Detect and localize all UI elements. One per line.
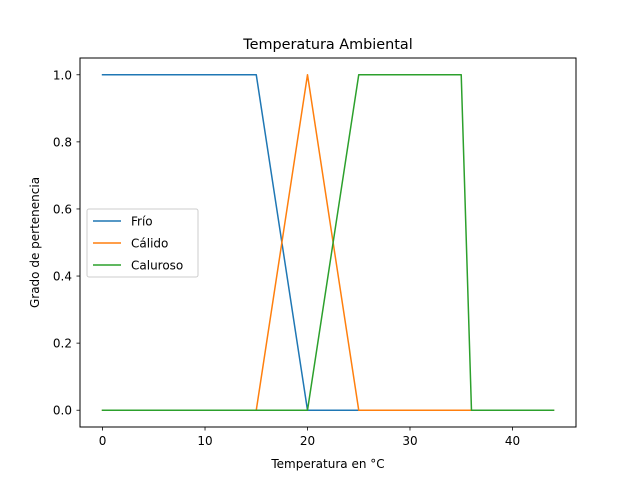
x-axis-label: Temperatura en °C <box>270 457 384 471</box>
chart-title: Temperatura Ambiental <box>242 37 412 53</box>
legend: Frío Cálido Caluroso <box>86 208 199 278</box>
series-line-2 <box>101 74 555 411</box>
x-tick-label: 30 <box>402 434 417 448</box>
legend-box <box>86 208 199 278</box>
plot-area <box>101 74 555 411</box>
plot-frame <box>79 57 577 428</box>
x-tick-label: 0 <box>99 434 107 448</box>
y-tick-label: 1.0 <box>53 68 72 82</box>
y-tick-label: 0.0 <box>53 404 72 418</box>
x-tick-label: 20 <box>300 434 315 448</box>
legend-label: Frío <box>131 215 153 229</box>
y-tick-label: 0.6 <box>53 202 72 216</box>
y-tick-label: 0.2 <box>53 337 72 351</box>
x-tick-label: 10 <box>197 434 212 448</box>
legend-label: Caluroso <box>131 259 183 273</box>
y-axis-label: Grado de pertenencia <box>28 177 42 308</box>
y-tick-label: 0.8 <box>53 135 72 149</box>
x-tick-label: 40 <box>505 434 520 448</box>
y-tick-label: 0.4 <box>53 270 72 284</box>
axis-ticks: 0 10 20 30 40 0.0 0.2 0.4 0.6 0.8 1.0 <box>53 68 520 448</box>
legend-label: Cálido <box>131 237 168 251</box>
